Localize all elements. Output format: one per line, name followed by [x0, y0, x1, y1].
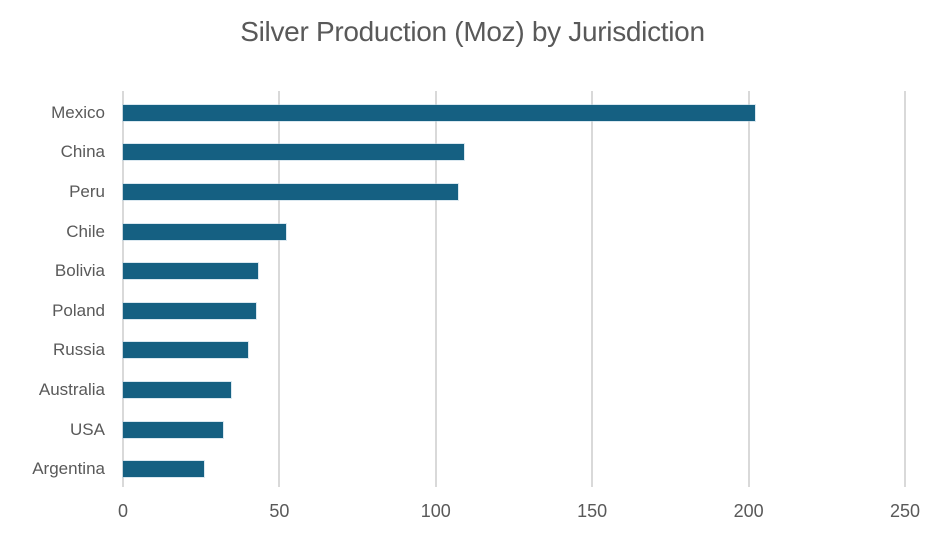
category-axis: Mexico China Peru Chile Bolivia Poland Russia A…	[0, 91, 105, 487]
category-label-peru: Peru	[69, 182, 105, 201]
gridline-150	[591, 91, 594, 487]
category-label-australia: Australia	[38, 380, 105, 399]
bar-mexico	[123, 104, 755, 121]
bar-chile	[123, 223, 286, 240]
tick-label-250: 250	[889, 501, 921, 521]
bar-bolivia	[123, 263, 258, 280]
tick-label-0: 0	[117, 501, 128, 521]
gridline-100	[434, 91, 437, 487]
plot-area	[122, 91, 906, 487]
bar-peru	[123, 184, 458, 200]
category-label-russia: Russia	[53, 340, 105, 360]
value-axis: 0 50 100 150 200 250	[118, 501, 920, 531]
bar-china	[123, 144, 464, 161]
category-label-argentina: Argentina	[32, 459, 105, 479]
bar-poland	[123, 302, 256, 319]
bar-argentina	[123, 461, 205, 478]
category-label-mexico: Mexico	[51, 102, 105, 122]
category-label-china: China	[60, 142, 105, 162]
tick-label-150: 150	[577, 501, 608, 521]
gridline-0	[122, 91, 124, 487]
category-label-poland: Poland	[52, 300, 105, 320]
chart-title: Silver Production (Moz) by Jurisdiction	[240, 16, 705, 47]
bar-usa	[123, 421, 224, 438]
category-label-chile: Chile	[66, 221, 105, 241]
gridline-50	[278, 91, 281, 487]
bar-russia	[123, 342, 249, 359]
gridline-200	[747, 91, 750, 487]
category-label-usa: USA	[70, 419, 105, 439]
tick-label-100: 100	[420, 501, 451, 521]
tick-label-200: 200	[733, 501, 764, 521]
category-label-bolivia: Bolivia	[54, 261, 105, 281]
gridline-250	[904, 91, 906, 487]
bar-australia	[123, 382, 231, 398]
tick-label-50: 50	[269, 501, 290, 521]
